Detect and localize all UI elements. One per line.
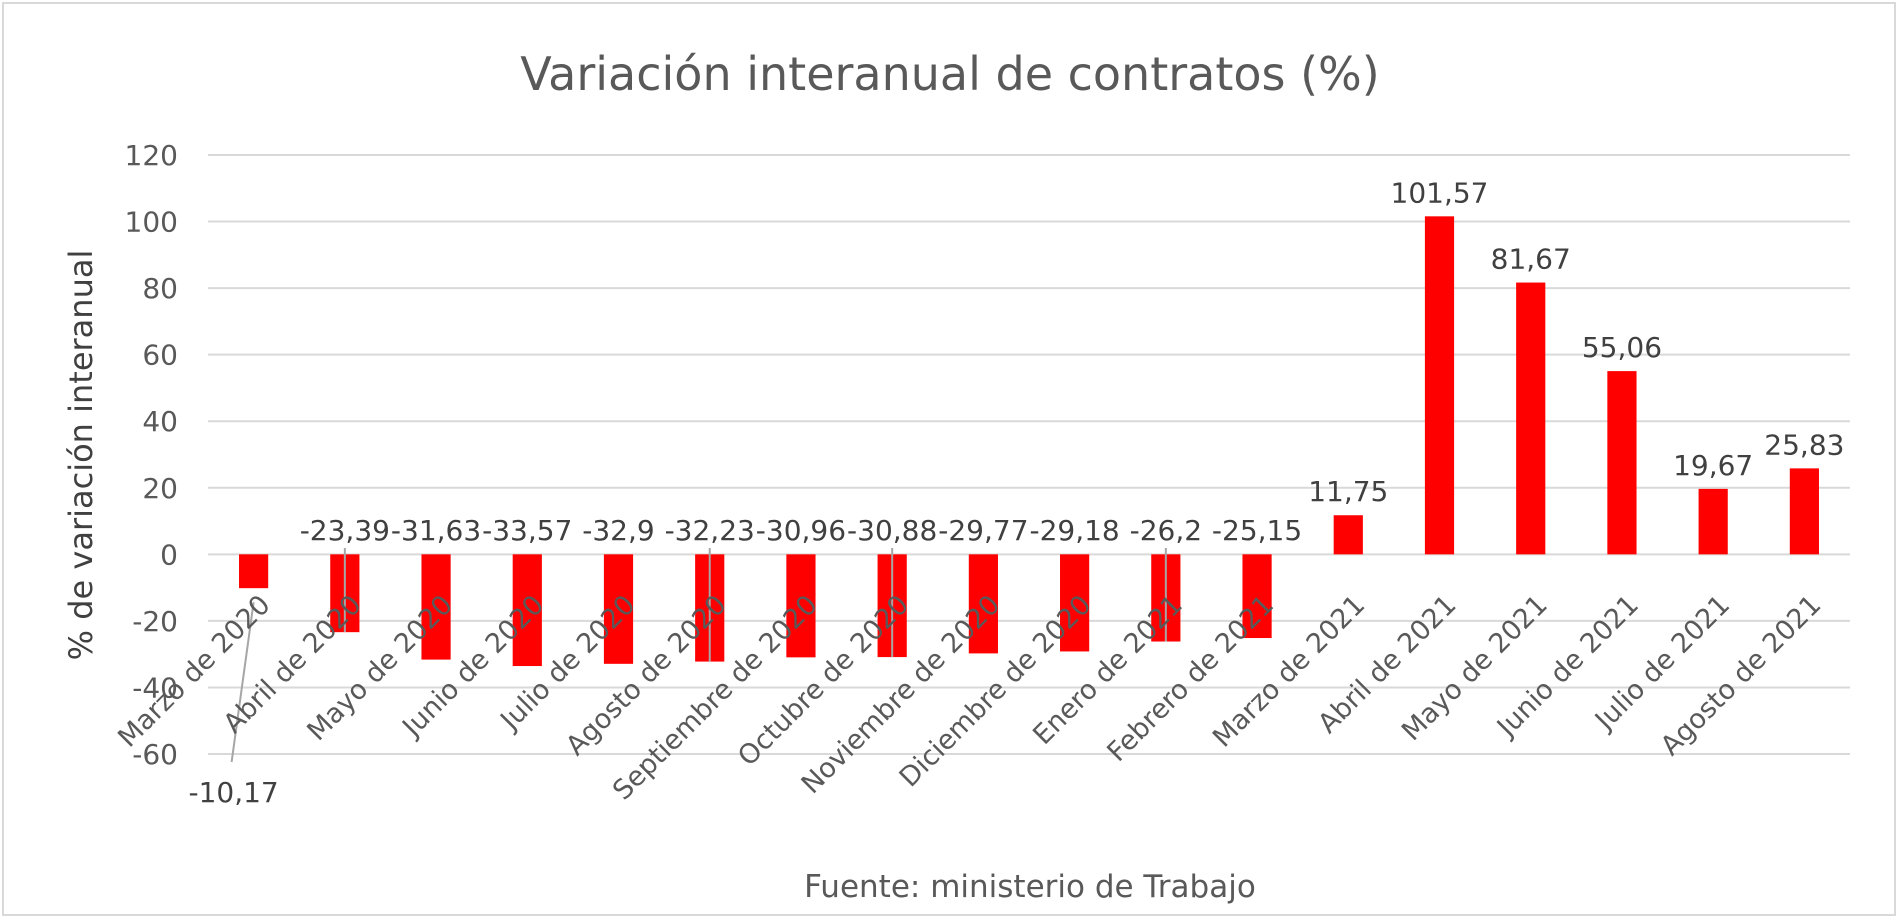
bar <box>1607 371 1637 555</box>
y-tick-label: -20 <box>132 605 178 638</box>
source-note: Fuente: ministerio de Trabajo <box>804 869 1256 905</box>
data-label: -26,2 <box>1130 514 1202 547</box>
data-labels: -10,17 -23,39 -31,63 -33,57 -32,9 -32,23 -30,9… <box>188 176 1844 809</box>
data-label: -10,17 <box>188 776 278 809</box>
data-label: 55,06 <box>1582 331 1662 364</box>
data-label: -31,63 <box>391 514 481 547</box>
data-label: -33,57 <box>482 514 572 547</box>
data-label: -32,23 <box>665 514 755 547</box>
bar <box>512 554 542 667</box>
data-label: 81,67 <box>1491 243 1571 276</box>
y-tick-label: 60 <box>142 339 178 372</box>
chart-title: Variación interanual de contratos (%) <box>520 47 1379 101</box>
y-axis-ticks: -60 -40 -20 0 20 40 60 80 100 120 <box>125 139 178 771</box>
label-leaders <box>230 548 1167 763</box>
bar <box>421 554 451 660</box>
bar <box>1333 515 1363 555</box>
bar <box>603 554 634 664</box>
data-label: -25,15 <box>1212 514 1302 547</box>
data-label: -23,39 <box>300 514 390 547</box>
data-label: -30,96 <box>756 514 846 547</box>
y-axis-label: % de variación interanual <box>62 250 100 661</box>
x-tick-label: Marzo de 2021 <box>1207 589 1371 753</box>
y-tick-label: 100 <box>125 206 178 239</box>
data-label: -29,77 <box>938 514 1028 547</box>
leader-line <box>230 602 255 763</box>
x-tick-label: Febrero de 2021 <box>1101 589 1280 768</box>
y-tick-label: 120 <box>125 139 178 172</box>
gridlines <box>208 154 1850 755</box>
bar <box>239 554 269 589</box>
y-tick-label: 0 <box>160 538 178 571</box>
y-tick-label: -40 <box>132 671 178 704</box>
y-tick-label: 20 <box>142 472 178 505</box>
data-label: -29,18 <box>1029 514 1119 547</box>
bar <box>1789 468 1819 555</box>
bar <box>1424 216 1455 555</box>
y-tick-label: -60 <box>132 738 178 771</box>
bar <box>1242 554 1272 639</box>
bar <box>1060 554 1090 652</box>
x-tick-label: Agosto de 2021 <box>1655 589 1827 761</box>
data-label: -30,88 <box>847 514 937 547</box>
x-tick-label: Agosto de 2020 <box>560 589 732 761</box>
data-label: 19,67 <box>1673 449 1753 482</box>
data-label: 25,83 <box>1764 428 1844 461</box>
bar <box>968 554 998 654</box>
data-label: 11,75 <box>1308 475 1388 508</box>
data-label: 101,57 <box>1391 176 1489 209</box>
x-tick-label: Octubre de 2020 <box>732 589 915 772</box>
bar <box>1516 282 1546 555</box>
bar <box>1698 488 1728 555</box>
bars <box>239 216 1819 667</box>
y-tick-label: 80 <box>142 272 178 305</box>
y-tick-label: 40 <box>142 405 178 438</box>
bar <box>786 554 816 658</box>
data-label: -32,9 <box>582 514 654 547</box>
